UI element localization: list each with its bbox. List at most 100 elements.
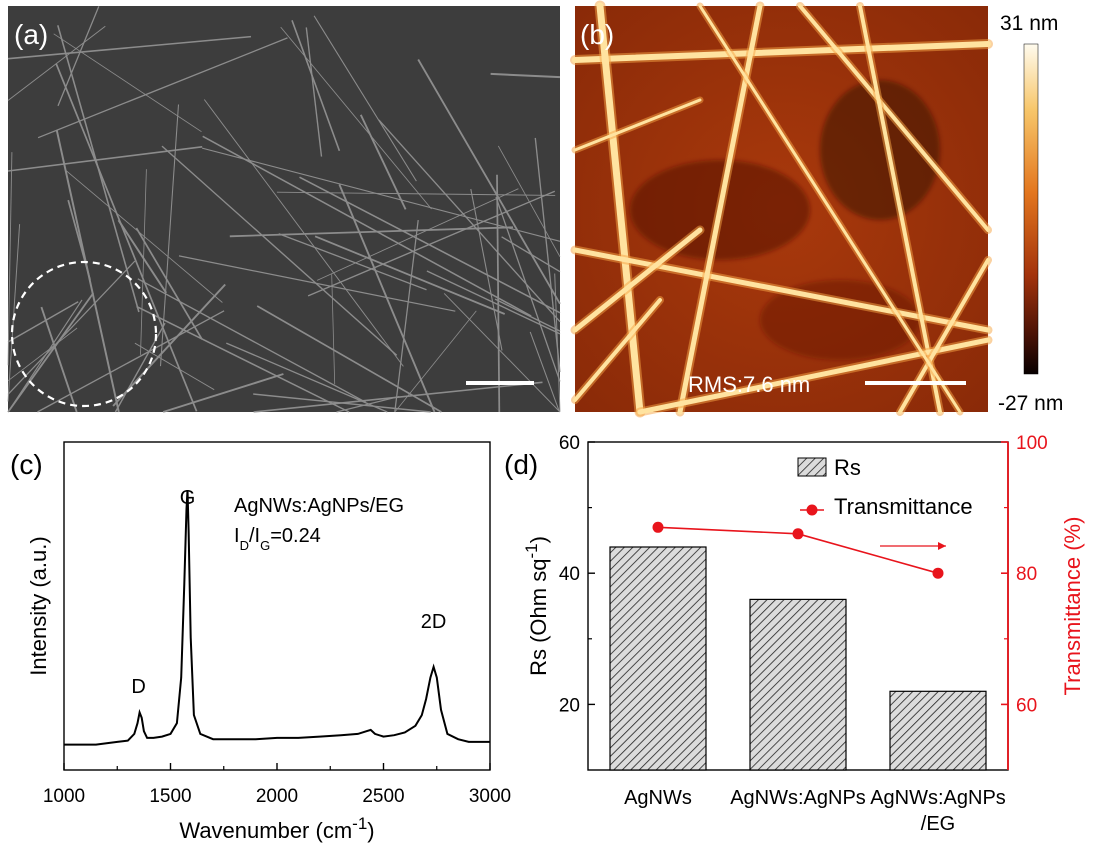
sem-nanowire [7,327,78,382]
sem-nanowire [7,299,83,413]
colorbar-min-label: -27 nm [998,392,1063,415]
sem-nanowire [161,145,398,356]
sem-nanowire [202,135,532,317]
afm-nanowire [573,298,662,402]
sem-nanowire [417,59,561,305]
raman-spectrum-line [64,489,490,746]
raman-x-tick-label: 1000 [43,786,85,807]
sem-nanowire [494,298,561,332]
sem-nanowire [394,310,477,413]
afm-colorbar: 31 nm -27 nm [998,12,1063,415]
sem-nanowire [7,35,252,60]
raman-annotation-ratio: ID/IG=0.24 [234,525,321,553]
sem-nanowire [7,146,203,172]
category-label: /EG [921,813,955,835]
sem-nanowires [7,6,561,413]
transmittance-y-axis-title: Transmittance (%) [1060,517,1085,696]
raman-x-tick-label: 2500 [362,786,404,807]
transmittance-y-tick-label: 100 [1016,433,1048,454]
sem-nanowire [7,260,136,395]
sem-nanowire [229,226,514,238]
sem-nanowire [276,191,556,196]
sem-nanowire [291,20,341,152]
sem-nanowire [331,274,336,385]
afm-image: RMS:7.6 nm (b) [570,0,993,418]
raman-peak-label: D [131,676,145,698]
afm-nanowire [572,41,991,63]
sem-nanowire [305,27,323,157]
raman-x-axis-title: Wavenumber (cm-1) [179,814,374,844]
raman-annotation-sample: AgNWs:AgNPs/EG [234,495,404,517]
raman-peak-label: 2D [421,611,447,633]
sem-nanowire [278,233,427,291]
raman-peak-label: G [180,487,196,509]
sem-nanowire [37,310,225,413]
raman-peak-labels: D G 2D [131,487,446,698]
sem-nanowire [316,188,519,281]
sem-image: (a) [7,6,561,413]
rs-left-axis: 20 40 60 [559,433,595,716]
sem-nanowire [7,301,79,343]
category-label: AgNWs:AgNPs [870,787,1006,809]
sem-nanowire [203,99,404,367]
legend-rs-swatch [797,457,827,477]
sem-nanowire [501,236,561,273]
sem-nanowire [378,119,561,323]
sem-nanowire [443,293,561,413]
afm-nanowires [570,0,993,418]
afm-nanowire [572,227,703,333]
sem-nanowire [534,137,561,373]
transmittance-points [652,521,944,579]
raman-x-tick-label: 3000 [469,786,511,807]
sem-nanowire [178,255,456,312]
sem-nanowire [256,305,442,413]
sem-nanowire [529,331,560,413]
sem-nanowire [53,33,202,133]
category-label: AgNWs [624,787,692,809]
transmittance-y-tick-label: 80 [1016,564,1037,585]
category-labels: AgNWs AgNWs:AgNPs AgNWs:AgNPs/EG [624,787,1006,835]
sem-nanowire [136,305,350,413]
sem-nanowire [554,273,561,412]
sem-nanowire [117,219,168,294]
sem-nanowire [7,224,21,402]
sem-nanowire [314,235,506,315]
rs-y-tick-label: 40 [559,564,580,585]
sem-nanowire [140,169,147,355]
sem-nanowire [394,220,419,413]
legend-transmittance-marker [806,504,818,516]
highlight-circle [10,260,158,408]
sem-nanowire [162,373,284,413]
sem-nanowire [137,278,367,403]
panel-a-label: (a) [14,19,48,50]
sem-nanowire [226,342,388,413]
afm-nanowire [596,2,644,416]
rs-y-tick-label: 60 [559,433,580,454]
rs-transmittance-chart: (d) 20 40 60 60 80 100 AgNWs AgNWs:AgNPs AgNWs… [504,433,1085,835]
rs-bars [609,546,987,771]
panel-d-label: (d) [504,449,538,480]
rs-bar [889,690,987,771]
sem-nanowire [313,15,417,182]
sem-nanowire [490,72,561,79]
panel-c-label: (c) [10,449,43,480]
panel-b-label: (b) [580,19,614,50]
transmittance-y-tick-label: 60 [1016,695,1037,716]
raman-x-tick-label: 2000 [256,786,298,807]
sem-nanowire [299,176,561,314]
sem-nanowire [40,306,78,413]
afm-nanowire [858,4,942,414]
sem-nanowire [7,292,95,413]
afm-rms-label: RMS:7.6 nm [688,372,810,397]
sem-nanowire [55,129,120,413]
rs-bar [609,546,707,771]
sem-nanowire [57,6,100,107]
sem-background [8,6,560,412]
sem-nanowire [470,188,503,351]
sem-nanowire [55,63,198,412]
rs-y-tick-label: 20 [559,695,580,716]
category-label: AgNWs:AgNPs [730,787,866,809]
afm-nanowire [637,337,991,415]
sem-nanowire [7,152,13,366]
